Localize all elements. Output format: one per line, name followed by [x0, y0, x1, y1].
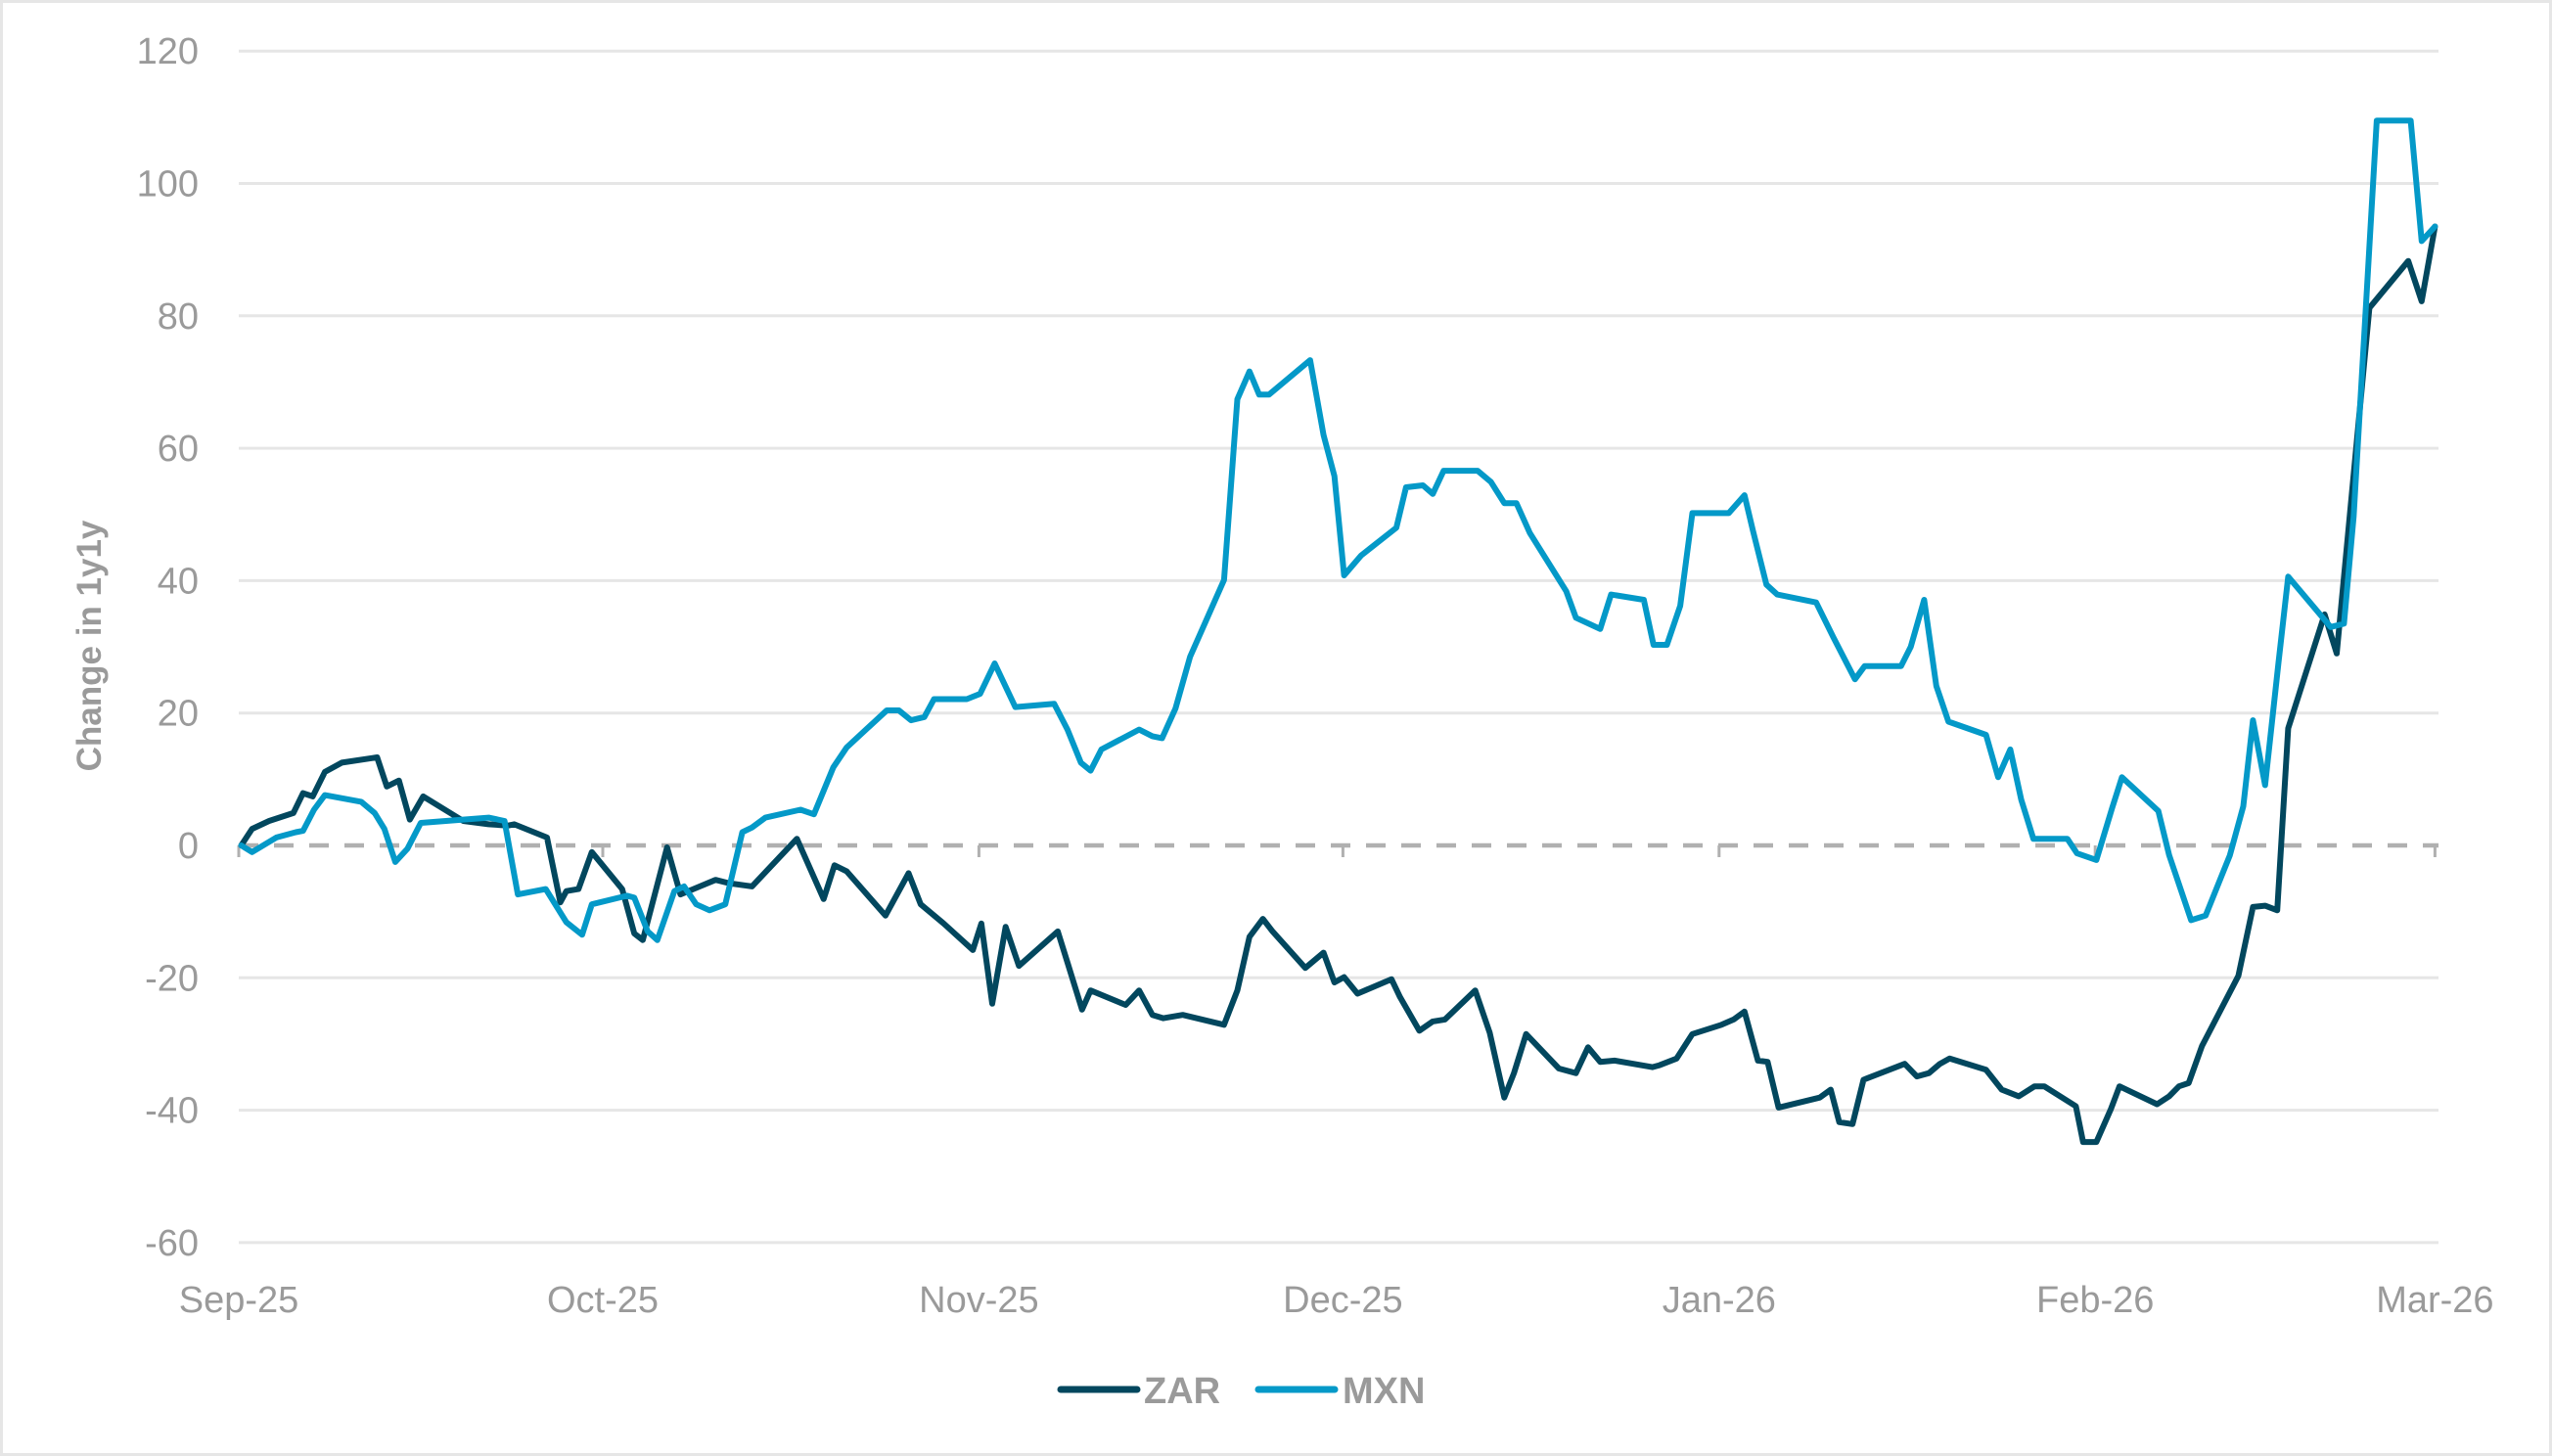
legend: ZAR MXN: [1057, 1371, 1425, 1412]
legend-label-mxn: MXN: [1343, 1371, 1425, 1412]
y-tick-label: 80: [158, 296, 199, 338]
x-tick-label: Oct-25: [547, 1280, 659, 1321]
y-tick-label: -20: [145, 958, 199, 999]
x-tick-label: Nov-25: [919, 1280, 1039, 1321]
y-axis-title: Change in 1y1y: [70, 520, 109, 771]
x-tick-label: Jan-26: [1663, 1280, 1776, 1321]
series-line-mxn: [238, 117, 2438, 943]
legend-item-mxn[interactable]: MXN: [1254, 1371, 1425, 1412]
y-tick-label: -60: [145, 1223, 199, 1264]
series-lines: [238, 117, 2438, 1146]
x-tick-label: Feb-26: [2036, 1280, 2154, 1321]
legend-label-zar: ZAR: [1144, 1371, 1220, 1412]
x-tick-label: Sep-25: [179, 1280, 299, 1321]
y-tick-label: 120: [137, 31, 199, 72]
y-tick-label: -40: [145, 1091, 199, 1132]
y-tick-label: 60: [158, 429, 199, 470]
y-tick-label: 20: [158, 694, 199, 735]
x-tick-label: Dec-25: [1283, 1280, 1403, 1321]
series-line-zar: [238, 223, 2438, 1146]
x-tick-label: Mar-26: [2376, 1280, 2493, 1321]
y-tick-label: 0: [178, 826, 199, 867]
y-tick-label: 40: [158, 561, 199, 602]
y-axis-ticks: 120 100 80 60 40 20 0 -20 -40 -60: [137, 31, 199, 1264]
x-axis-ticks: Sep-25 Oct-25 Nov-25 Dec-25 Jan-26 Feb-26 Mar-…: [179, 845, 2494, 1321]
y-tick-label: 100: [137, 164, 199, 205]
legend-item-zar[interactable]: ZAR: [1057, 1371, 1220, 1412]
gridlines: [239, 49, 2438, 1245]
